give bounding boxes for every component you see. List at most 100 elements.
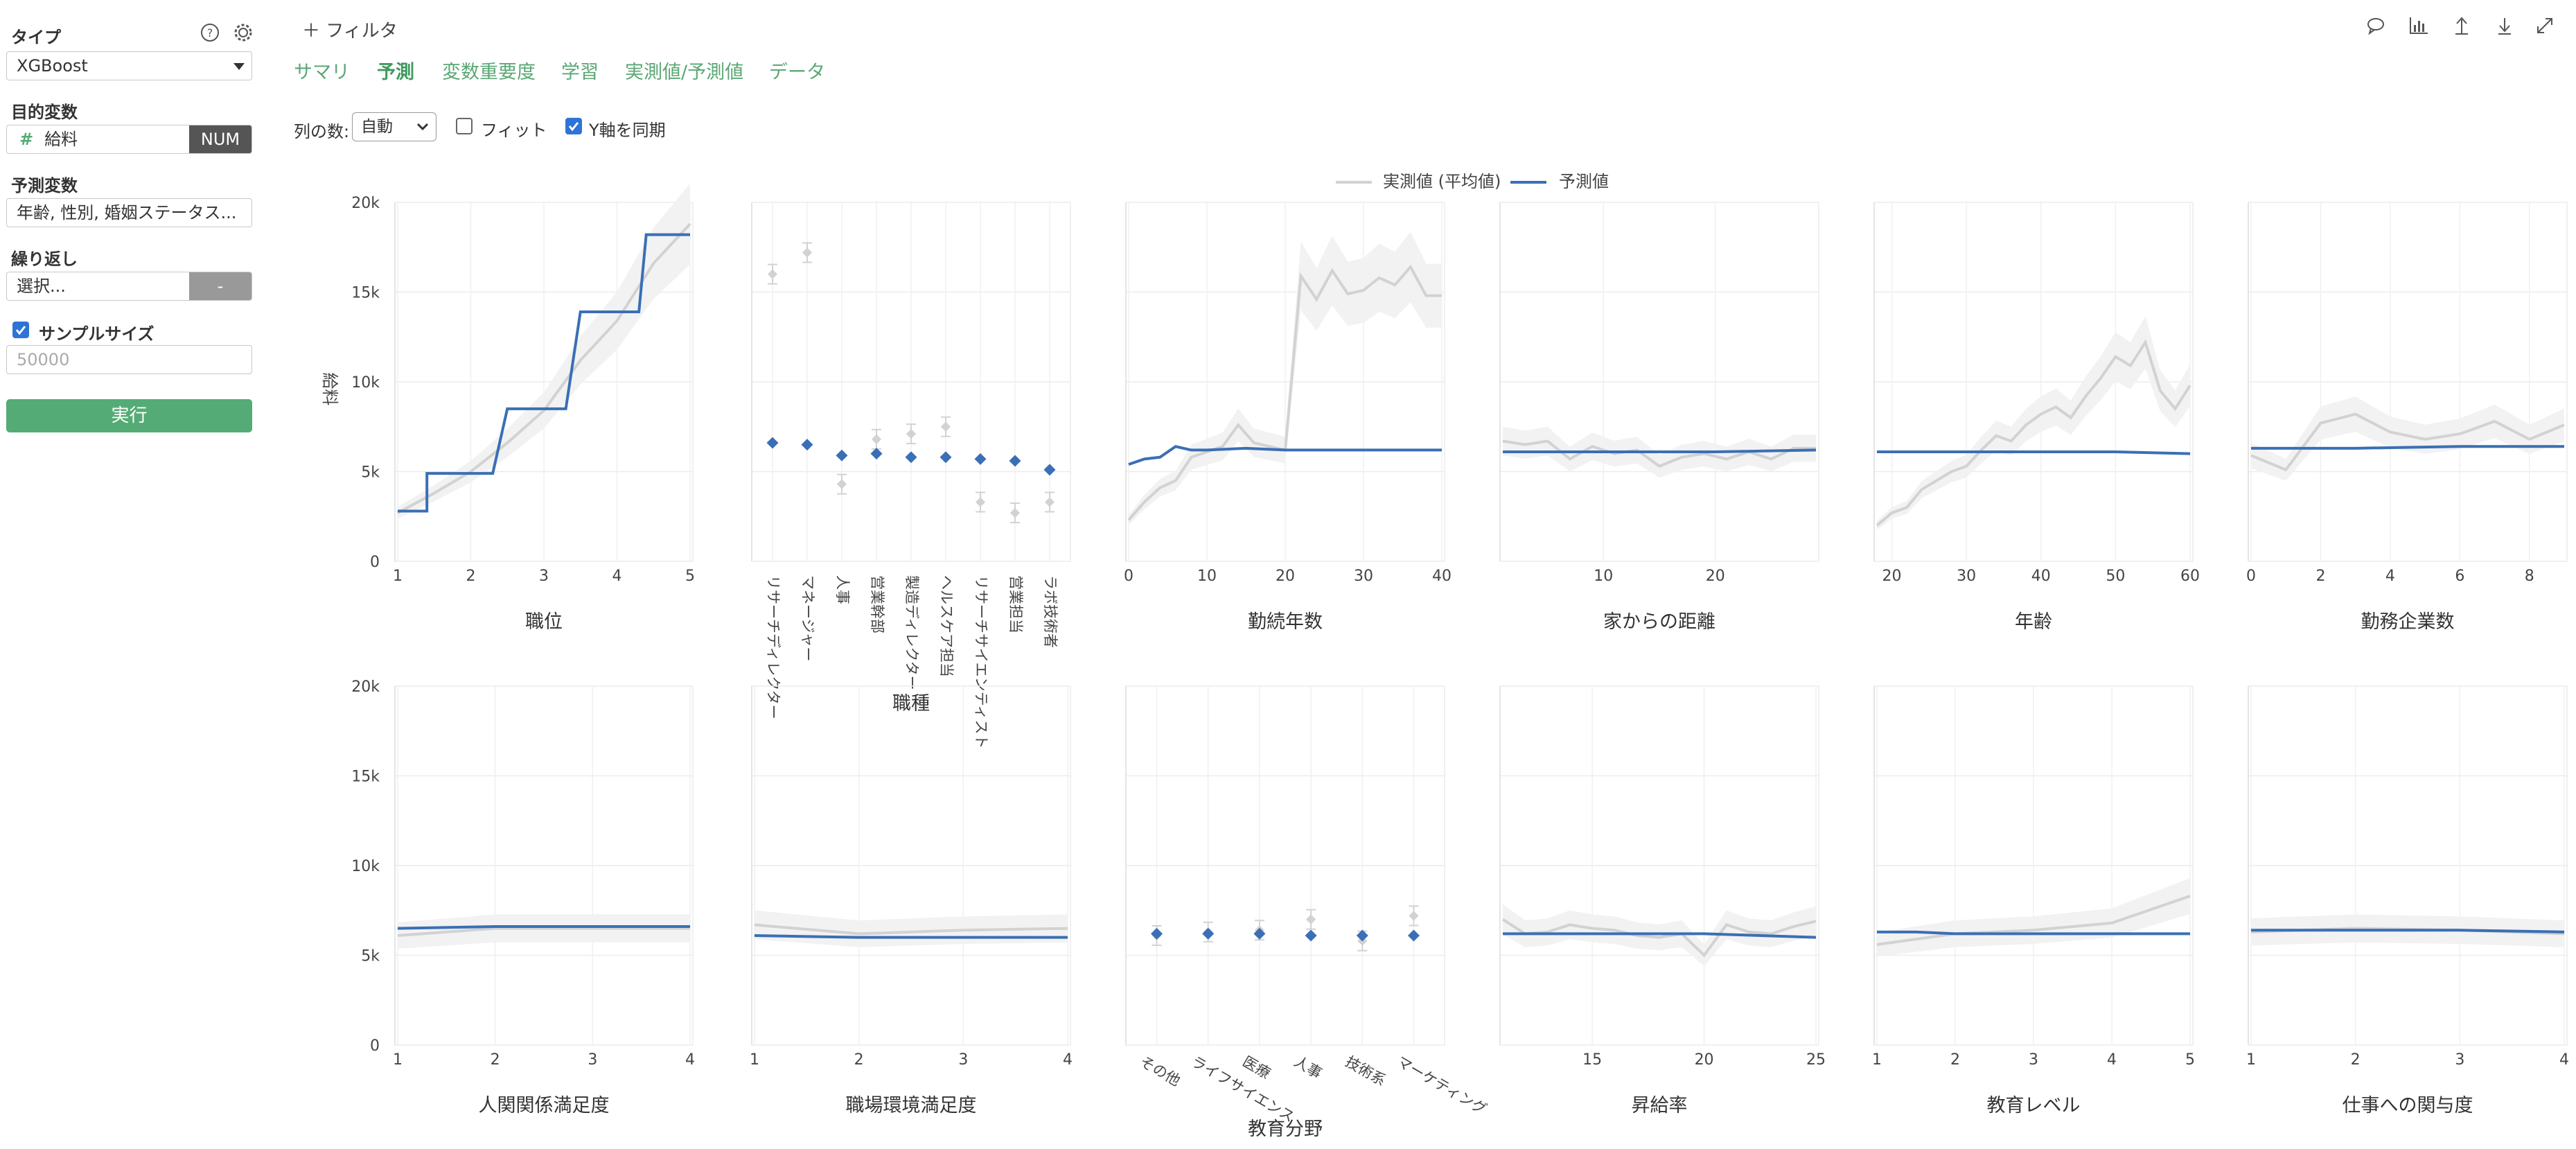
sync-y-label: Y軸を同期 <box>589 121 666 140</box>
predictors-field[interactable]: 年齢, 性別, 婚姻ステータス... <box>6 198 252 227</box>
x-tick-label: 4 <box>685 1051 695 1069</box>
chart-panel: 10 20 家からの距離 <box>1499 202 1819 633</box>
tab-training[interactable]: 学習 <box>561 62 599 83</box>
predicted-point <box>1253 927 1266 940</box>
help-icon[interactable]: ? <box>200 22 220 43</box>
x-tick-label: 4 <box>2559 1051 2569 1069</box>
chart-icon[interactable] <box>2408 15 2429 36</box>
x-axis-title: 年齢 <box>2015 611 2052 633</box>
x-tick-label: 30 <box>1957 568 1976 585</box>
x-axis-title: 家からの距離 <box>1603 611 1715 633</box>
confidence-band <box>2251 396 2564 481</box>
x-tick-label: 6 <box>2455 568 2464 585</box>
tab-prediction[interactable]: 予測 <box>377 62 414 83</box>
x-tick-label: 2 <box>2351 1051 2361 1069</box>
predicted-line <box>397 925 690 930</box>
svg-text:?: ? <box>207 26 213 40</box>
x-tick-label: 5 <box>685 568 695 585</box>
x-tick-label: 30 <box>1354 568 1373 585</box>
x-tick-label: 人事 <box>834 575 851 604</box>
y-tick-label: 15k <box>351 769 380 786</box>
confidence-band <box>1503 904 1816 967</box>
actual-point <box>1044 497 1055 507</box>
x-tick-label: 10 <box>1594 568 1613 585</box>
predicted-line <box>2251 929 2565 933</box>
filter-button[interactable]: ＋ フィルタ <box>302 21 398 42</box>
actual-point <box>975 497 986 507</box>
actual-point <box>1009 507 1021 518</box>
x-tick-label: 2 <box>2315 568 2325 585</box>
chart-panel: 0 2 4 6 8 勤務企業数 <box>2246 202 2568 633</box>
x-axis-title: 人関関係満足度 <box>479 1095 610 1116</box>
download-icon[interactable] <box>2494 15 2515 36</box>
hash-icon: # <box>19 130 34 149</box>
comment-icon[interactable] <box>2365 15 2386 36</box>
legend-actual-label: 実測値 (平均値) <box>1383 172 1501 191</box>
y-tick-label: 0 <box>370 554 380 571</box>
expand-icon[interactable] <box>2534 15 2555 36</box>
predicted-point <box>766 437 779 449</box>
fit-checkbox[interactable] <box>456 118 473 134</box>
chart-panel: 0 5k 10k 15k 20k 1 2 3 4 人関関係満足度 <box>351 678 695 1116</box>
x-tick-label: 60 <box>2180 568 2200 585</box>
x-axis-title: 勤務企業数 <box>2361 611 2455 633</box>
tab-data[interactable]: データ <box>769 62 825 83</box>
legend-predicted-label: 予測値 <box>1559 172 1609 191</box>
y-tick-label: 10k <box>351 374 380 392</box>
x-tick-label: 20 <box>1706 568 1725 585</box>
x-tick-label: 1 <box>750 1051 759 1069</box>
tab-actual-vs-predicted[interactable]: 実測値/予測値 <box>625 62 744 83</box>
repeat-button[interactable]: - <box>189 272 252 300</box>
x-tick-label: 2 <box>854 1051 864 1069</box>
x-tick-label: 10 <box>1197 568 1217 585</box>
target-field[interactable]: # 給料 NUM <box>6 125 252 154</box>
columns-label: 列の数: <box>294 122 350 141</box>
columns-value: 自動 <box>361 118 393 136</box>
actual-point <box>767 269 778 279</box>
y-tick-label: 10k <box>351 858 380 875</box>
x-tick-label: 1 <box>2246 1051 2256 1069</box>
x-tick-label: 医療 <box>1240 1053 1273 1082</box>
x-tick-label: 20 <box>1276 568 1295 585</box>
confidence-band <box>1877 878 2190 957</box>
actual-line <box>397 927 690 938</box>
actual-point <box>1409 911 1419 921</box>
columns-select[interactable]: 自動 <box>352 112 436 141</box>
model-type-select[interactable]: XGBoost <box>6 51 252 80</box>
predicted-point <box>1151 927 1163 940</box>
actual-point <box>1306 914 1316 924</box>
x-tick-label: その他 <box>1137 1053 1183 1089</box>
upload-icon[interactable] <box>2451 15 2472 36</box>
y-tick-label: 5k <box>361 464 380 482</box>
x-tick-label: 3 <box>539 568 549 585</box>
predicted-line <box>2251 445 2564 450</box>
repeat-select[interactable]: 選択... - <box>6 272 252 301</box>
predicted-point <box>905 451 917 464</box>
x-tick-label: 4 <box>2385 568 2395 585</box>
sample-size-checkbox[interactable] <box>12 322 29 338</box>
actual-line <box>754 923 1068 936</box>
x-axis-title: 教育レベル <box>1987 1095 2081 1116</box>
x-tick-label: 1 <box>1872 1051 1882 1069</box>
x-tick-label: 50 <box>2106 568 2125 585</box>
x-axis-title: 教育分野 <box>1248 1119 1323 1140</box>
x-axis-title: 勤続年数 <box>1248 611 1323 633</box>
predicted-point <box>1305 929 1317 942</box>
sync-y-checkbox[interactable] <box>565 118 582 134</box>
tab-summary[interactable]: サマリ <box>294 62 350 83</box>
x-tick-label: 技術系 <box>1343 1053 1389 1089</box>
predicted-line <box>1877 930 2190 936</box>
x-tick-label: 2 <box>491 1051 500 1069</box>
y-tick-label: 20k <box>351 195 380 212</box>
sample-size-input[interactable]: 50000 <box>6 345 252 374</box>
x-axis-title: 職位 <box>525 611 563 633</box>
repeat-label: 繰り返し <box>11 249 78 269</box>
sidebar: タイプ ? XGBoost 目的変数 # 給料 NUM 予測変数 年齢, 性別, … <box>0 0 263 1149</box>
chart-panel: 0 5k 10k 15k 20k 給料 1 2 3 4 5 職位 <box>320 183 695 633</box>
target-value: 給料 <box>44 130 78 149</box>
gear-icon[interactable] <box>233 22 254 43</box>
chart-panel: 20 30 40 50 60 年齢 <box>1873 202 2200 633</box>
chart-panel: 15 20 25 昇給率 <box>1499 685 1826 1116</box>
run-button[interactable]: 実行 <box>6 399 252 432</box>
tab-variable-importance[interactable]: 変数重要度 <box>442 62 536 83</box>
